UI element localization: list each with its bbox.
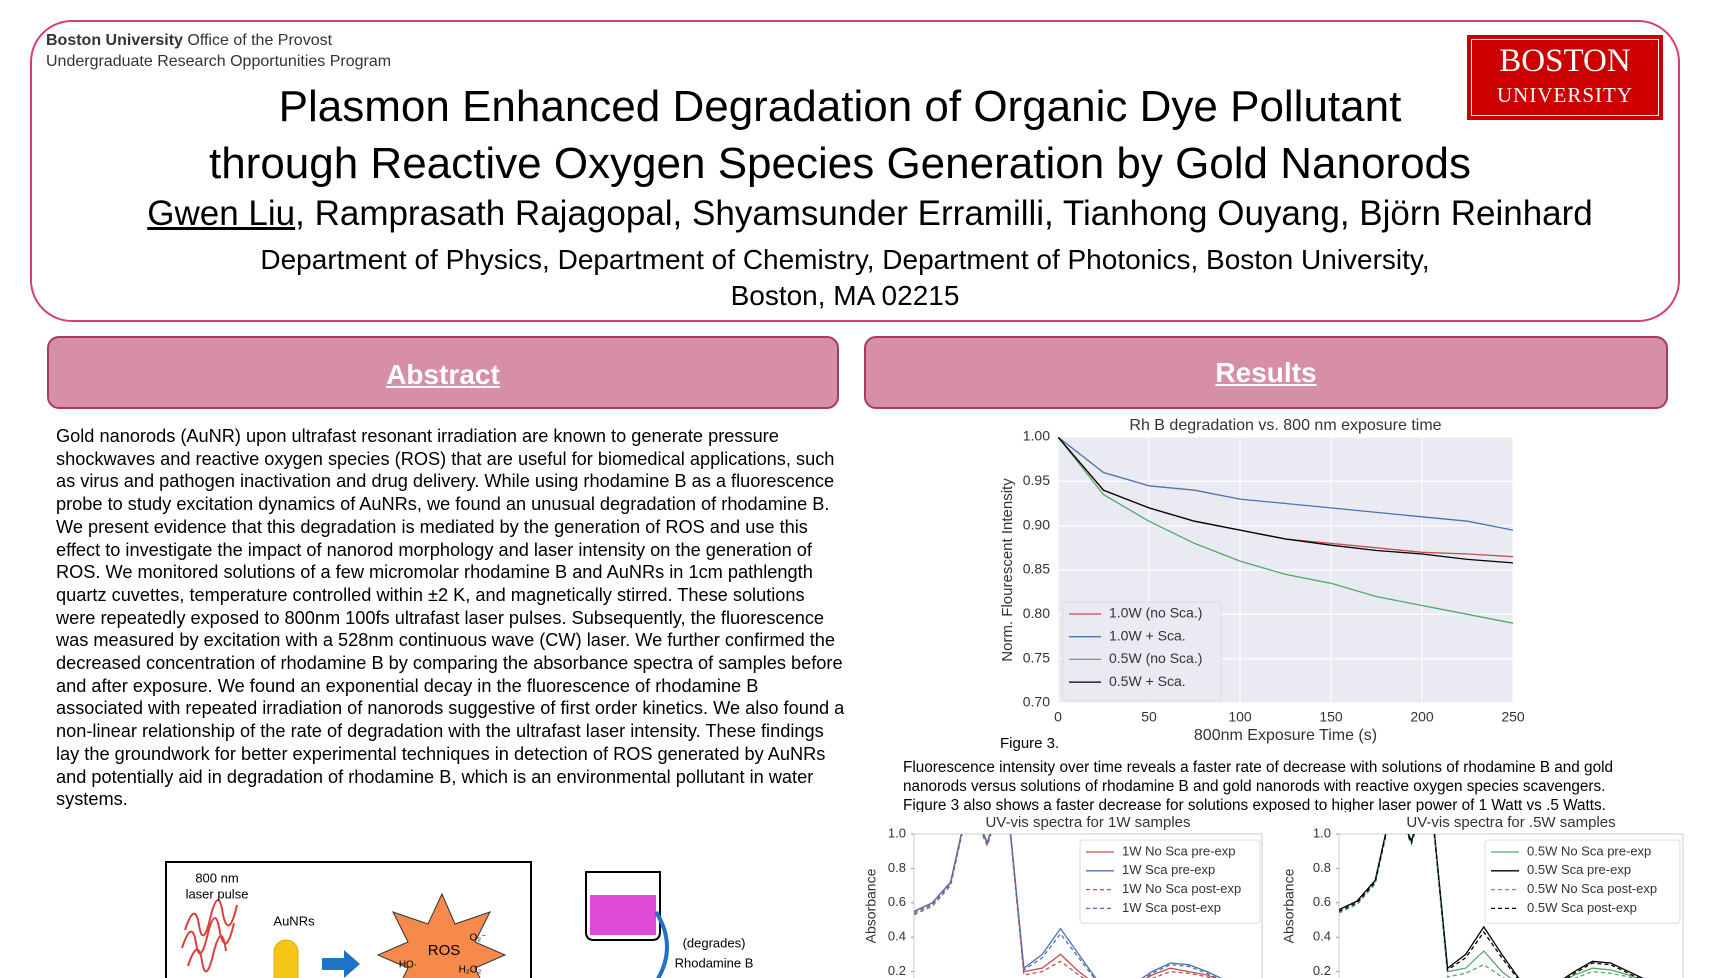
y-tick-label: 1.0	[888, 825, 906, 840]
y-tick-label: 0.70	[1023, 694, 1050, 710]
y-tick-label: 0.80	[1023, 605, 1050, 621]
diagram-label: laser pulse	[186, 886, 249, 901]
arrow	[322, 950, 360, 978]
legend-box	[1062, 601, 1222, 702]
species-label: O₂⁻	[470, 933, 487, 944]
y-tick-label: 0.90	[1023, 516, 1050, 532]
diagram-label: (degrades)	[683, 935, 746, 950]
diagram-label: Rhodamine B	[675, 955, 754, 970]
logo: BOSTON UNIVERSITY	[1467, 35, 1663, 120]
series-line	[1058, 437, 1513, 564]
x-tick-label: 250	[1501, 709, 1525, 725]
y-tick-label: 0.8	[888, 860, 906, 875]
program: Undergraduate Research Opportunities Pro…	[46, 53, 392, 70]
legend-label: 1W Sca post-exp	[1122, 900, 1221, 915]
ros-burst	[376, 892, 507, 978]
chart: UV-vis spectra for 1W samples Absorbance 0…	[863, 814, 1263, 978]
legend-label: 1W No Sca post-exp	[1122, 881, 1241, 896]
org-bold: Boston University	[46, 32, 183, 49]
figure-label: Figure 3.	[1000, 735, 1060, 752]
laser-wave	[181, 899, 238, 973]
species-label: HO·	[399, 960, 417, 971]
org-line: Boston University Office of the Provost	[46, 32, 332, 50]
logo-word: BOSTON	[1499, 43, 1631, 79]
plot-clip	[1058, 437, 1513, 624]
lead-author: Gwen Liu	[147, 194, 296, 233]
title-line: through Reactive Oxygen Species Generati…	[208, 139, 1472, 188]
series-line	[914, 834, 1217, 978]
chart-title: UV-vis spectra for .5W samples	[1406, 814, 1615, 831]
y-tick-label: 0.2	[888, 963, 906, 978]
species-label: H₂O₂	[459, 965, 482, 976]
legend-box	[1484, 839, 1681, 924]
results-heading: Results	[864, 336, 1668, 409]
y-axis-label: Absorbance	[1281, 868, 1297, 943]
caption: Fluorescence intensity over time reveals…	[903, 759, 1613, 812]
y-tick-label: 0.2	[1313, 963, 1331, 978]
legend-label: 0.5W Sca pre-exp	[1527, 862, 1631, 877]
authors: Gwen Liu, Ramprasath Rajagopal, Shyamsun…	[0, 194, 1710, 234]
x-axis-label: 800nm Exposure Time (s)	[1194, 727, 1377, 744]
header-frame	[30, 20, 1680, 322]
legend-label: 0.5W (no Sca.)	[1109, 650, 1202, 666]
series-line	[1058, 437, 1513, 531]
title-line: Plasmon Enhanced Degradation of Organic …	[278, 82, 1402, 131]
x-tick-label: 200	[1410, 709, 1434, 725]
legend-label: 1.0W (no Sca.)	[1109, 605, 1202, 621]
y-tick-label: 0.6	[1313, 894, 1331, 909]
legend-label: 0.5W No Sca pre-exp	[1527, 843, 1651, 858]
plot-clip	[1339, 834, 1644, 978]
chart: UV-vis spectra for .5W samples Absorbance…	[1281, 814, 1684, 978]
org-rest: Office of the Provost	[187, 32, 333, 49]
y-tick-label: 0.6	[888, 894, 906, 909]
diagram-frame	[165, 861, 532, 978]
chart-title: UV-vis spectra for 1W samples	[985, 814, 1190, 831]
logo-word: UNIVERSITY	[1497, 83, 1633, 107]
y-tick-label: 0.4	[888, 929, 906, 944]
diagram-label: ROS	[428, 942, 461, 959]
legend-label: 0.5W + Sca.	[1109, 673, 1186, 689]
nanorod	[273, 939, 299, 978]
y-tick-label: 0.4	[1313, 929, 1331, 944]
affiliation: Department of Physics, Department of Che…	[260, 244, 1430, 275]
co-authors: , Ramprasath Rajagopal, Shyamsunder Erra…	[295, 194, 1593, 233]
affiliation: Boston, MA 02215	[730, 280, 960, 311]
y-axis-label: Norm. Flourescent Intensity	[999, 478, 1016, 662]
series-line	[1339, 834, 1639, 978]
diagram-label: AuNRs	[273, 913, 315, 928]
series-line	[1339, 834, 1644, 978]
legend-label: 1W No Sca pre-exp	[1122, 843, 1235, 858]
series-line	[1058, 437, 1513, 624]
y-tick-label: 0.95	[1023, 472, 1050, 488]
y-tick-label: 0.8	[1313, 860, 1331, 875]
series-line	[914, 834, 1223, 978]
y-tick-label: 1.0	[1313, 825, 1331, 840]
brace	[654, 910, 669, 978]
legend-label: 0.5W No Sca post-exp	[1527, 881, 1657, 896]
legend-box	[1079, 839, 1261, 924]
legend-label: 0.5W Sca post-exp	[1527, 900, 1637, 915]
x-tick-label: 0	[1054, 709, 1062, 725]
chart-title: Rh B degradation vs. 800 nm exposure tim…	[1129, 417, 1441, 434]
chart: Rh B degradation vs. 800 nm exposure tim…	[999, 417, 1525, 744]
abstract-text: Gold nanorods (AuNR) upon ultrafast reso…	[56, 426, 845, 810]
abstract-heading: Abstract	[47, 336, 839, 409]
x-tick-label: 50	[1141, 709, 1157, 725]
y-tick-label: 0.75	[1023, 649, 1050, 665]
diagram: 800 nm laser pulse AuNRs ROS O₂⁻ HO· H₂O…	[165, 861, 754, 978]
x-tick-label: 150	[1319, 709, 1343, 725]
legend-label: 1W Sca pre-exp	[1122, 862, 1215, 877]
y-tick-label: 0.85	[1023, 561, 1050, 577]
series-line	[914, 834, 1219, 978]
plot-clip	[914, 834, 1223, 978]
y-tick-label: 1.00	[1023, 428, 1050, 444]
x-tick-label: 100	[1228, 709, 1252, 725]
y-axis-label: Absorbance	[863, 868, 879, 943]
series-line	[1339, 834, 1641, 978]
legend-label: 1.0W + Sca.	[1109, 627, 1186, 643]
dye-solution	[590, 895, 656, 935]
diagram-label: 800 nm	[195, 870, 238, 885]
